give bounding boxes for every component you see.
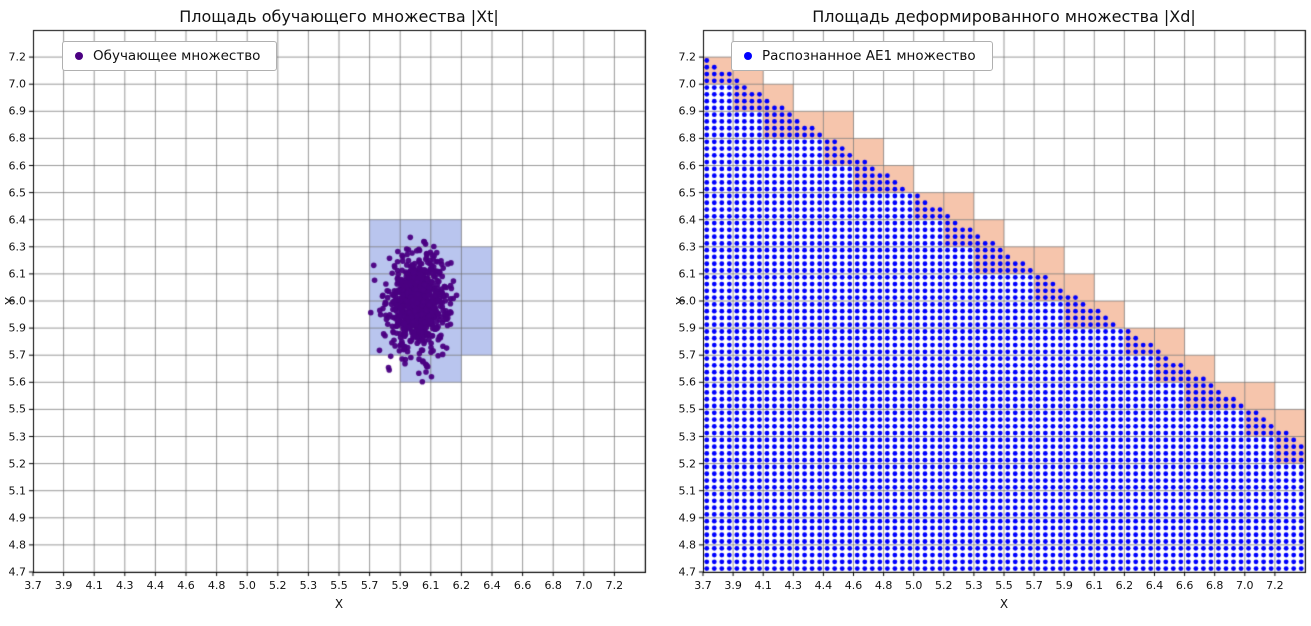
left-y-axis-label: Y [3,297,17,305]
right-y-axis-label: Y [674,297,688,305]
right-legend-label: Распознанное АЕ1 множество [762,48,976,64]
right-legend: Распознанное АЕ1 множество [731,41,993,71]
right-x-axis-label: X [999,597,1009,611]
recognized-set-marker-icon [744,52,752,60]
training-set-marker-icon [75,52,83,60]
left-legend-label: Обучающее множество [93,48,261,64]
right-chart-title: Площадь деформированного множества |Xd| [812,7,1196,26]
left-x-axis-label: X [334,597,344,611]
left-legend: Обучающее множество [62,41,278,71]
left-chart-title: Площадь обучающего множества |Xt| [179,7,499,26]
